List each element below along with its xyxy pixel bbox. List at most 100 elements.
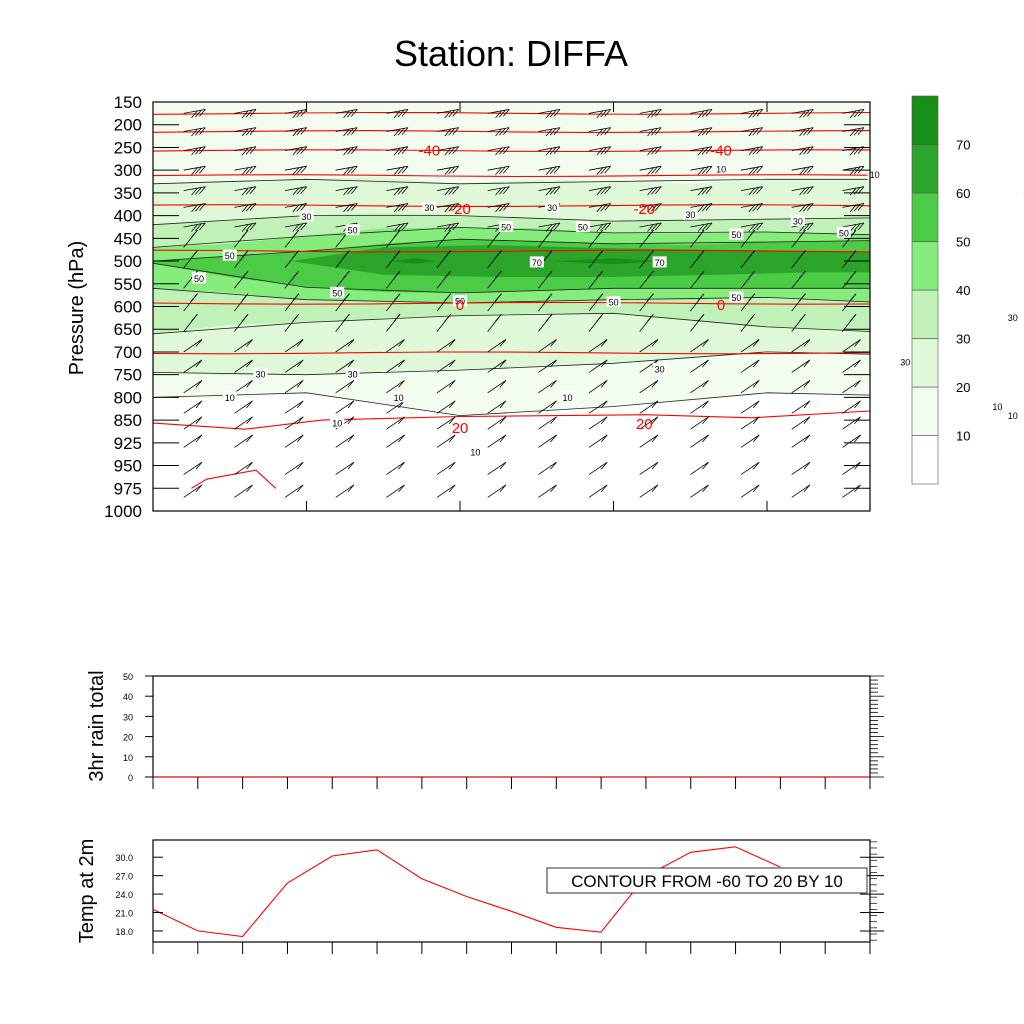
humidity-label-text: 50 [332, 288, 342, 298]
wind-barb [538, 165, 561, 175]
wind-barb [487, 359, 507, 373]
colorbar-box [911, 289, 939, 339]
humidity-fill-layer [153, 102, 870, 511]
wind-barb [639, 127, 662, 137]
wind-barb [436, 359, 456, 373]
wind-barb [183, 127, 206, 137]
humidity-label: 10 [391, 391, 406, 403]
wind-barb [538, 484, 557, 498]
chart-title: Station: DIFFA [394, 33, 628, 74]
wind-barb [386, 146, 409, 156]
isotherm-line [153, 249, 870, 253]
wind-barb [436, 293, 452, 312]
wind-barb [538, 434, 557, 448]
wind-barb [234, 109, 257, 119]
wind-barb [842, 270, 857, 289]
humidity-contour-lines [153, 178, 870, 417]
wind-barb [690, 400, 709, 414]
pressure-tick-label: 200 [114, 116, 142, 135]
humidity-label-text: 10 [716, 164, 726, 174]
wind-barb [386, 165, 409, 175]
wind-barb [690, 380, 709, 394]
isotherm-line [191, 469, 277, 489]
wind-barb [538, 270, 553, 289]
wind-barb [183, 165, 206, 175]
wind-barb [183, 222, 206, 232]
fill-band-70-plus-b [552, 258, 660, 265]
pressure-tick-label: 1000 [104, 502, 142, 521]
wind-barb [538, 461, 557, 475]
colorbar-label: 60 [956, 186, 970, 201]
wind-barb [436, 400, 456, 414]
wind-barb [740, 416, 760, 430]
wind-barb [538, 222, 561, 232]
colorbar-box [911, 338, 939, 388]
wind-barb [690, 109, 713, 119]
colorbar-box [911, 95, 939, 145]
colorbar-label: 70 [956, 138, 970, 153]
wind-barb [284, 203, 308, 213]
wind-barb [740, 314, 756, 332]
wind-barb [538, 380, 557, 394]
wind-barb [335, 314, 350, 332]
humidity-contour-line [153, 262, 870, 294]
wind-barb [386, 461, 405, 475]
isotherm-line [153, 111, 870, 115]
humidity-label: 50 [222, 249, 237, 261]
wind-barb [386, 222, 409, 232]
colorbar-label: 50 [956, 235, 970, 250]
humidity-label: 10 [990, 400, 1005, 412]
wind-barb [690, 314, 705, 332]
wind-barb [335, 127, 358, 137]
humidity-contour-line [153, 238, 870, 262]
temp2m-x-ticks [152, 942, 871, 954]
wind-barb [386, 127, 409, 137]
humidity-label-text: 30 [348, 369, 358, 379]
wind-barb [690, 339, 709, 353]
wind-barb [538, 109, 561, 119]
wind-barb [690, 250, 705, 269]
humidity-contour-line [153, 178, 870, 185]
wind-barb [690, 229, 705, 248]
wind-barb [284, 186, 308, 196]
rain-tick-label: 50 [123, 672, 133, 682]
humidity-label: 10 [1005, 409, 1020, 421]
wind-barb [740, 229, 756, 248]
isotherm-line [153, 410, 870, 430]
rain-y-label: 3hr rain total [86, 670, 108, 781]
wind-barb [842, 250, 857, 269]
wind-barb [639, 270, 654, 289]
wind-barb [740, 484, 760, 498]
wind-barb [183, 186, 206, 196]
humidity-label: 70 [652, 256, 667, 268]
wind-barb [487, 484, 507, 498]
wind-barb [335, 146, 358, 156]
humidity-label-text: 10 [332, 419, 342, 429]
wind-barb [487, 250, 502, 269]
wind-barb [588, 359, 608, 373]
wind-barb [842, 434, 861, 448]
humidity-label: 50 [836, 226, 851, 238]
wind-barb [284, 484, 304, 498]
wind-barb [791, 400, 811, 414]
wind-barb [335, 339, 355, 353]
wind-barb [436, 186, 460, 196]
isotherm-line [153, 130, 870, 133]
humidity-label: 50 [330, 286, 345, 298]
humidity-label-text: 10 [225, 393, 235, 403]
humidity-label: 30 [345, 367, 360, 379]
wind-barb [234, 461, 253, 475]
wind-barb [690, 222, 713, 232]
wind-barb [183, 109, 206, 119]
temp2m-tick-label: 30.0 [115, 853, 133, 863]
wind-barb [335, 270, 350, 289]
temperature-label: 20 [452, 420, 469, 437]
wind-barb [588, 400, 608, 414]
humidity-label-text: 10 [1008, 411, 1018, 421]
wind-barb [183, 380, 203, 394]
colorbar-box [911, 144, 939, 194]
wind-barb [234, 127, 257, 137]
wind-barb [740, 109, 764, 119]
wind-barb [690, 416, 709, 430]
wind-barb [335, 109, 358, 119]
